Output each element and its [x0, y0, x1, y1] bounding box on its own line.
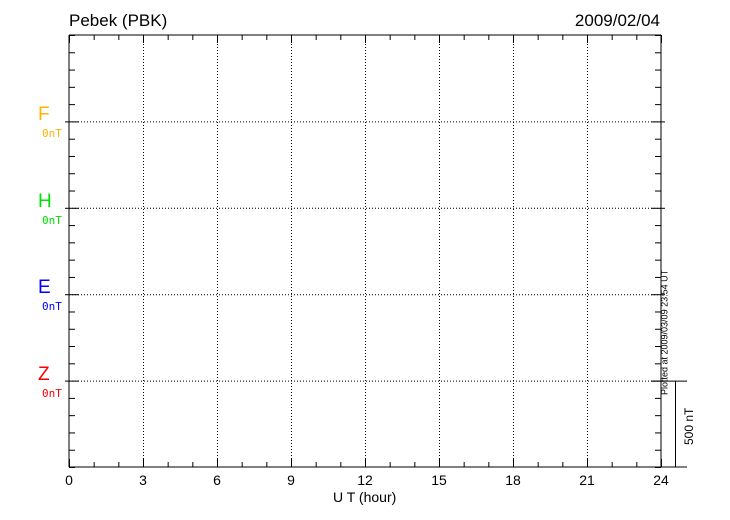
plot-date: 2009/02/04	[574, 11, 660, 30]
component-label-e: E	[38, 277, 51, 299]
component-baseline-value: 0nT	[42, 386, 62, 400]
x-tick-label: 24	[653, 472, 669, 488]
x-tick-label: 21	[579, 472, 595, 488]
x-axis-label: U T (hour)	[333, 489, 397, 505]
x-tick-label: 18	[505, 472, 521, 488]
component-baseline-value: 0nT	[42, 300, 62, 314]
component-baseline-value: 0nT	[42, 213, 62, 227]
x-tick-label: 12	[357, 472, 373, 488]
component-label-f: F	[38, 104, 50, 126]
component-label-z: Z	[38, 363, 50, 385]
x-tick-label: 3	[139, 472, 147, 488]
x-tick-label: 15	[431, 472, 447, 488]
x-tick-label: 9	[287, 472, 295, 488]
x-tick-label: 0	[65, 472, 73, 488]
component-label-h: H	[38, 190, 52, 212]
component-baseline-value: 0nT	[42, 127, 62, 141]
station-title: Pebek (PBK)	[69, 11, 168, 30]
x-tick-label: 6	[213, 472, 221, 488]
